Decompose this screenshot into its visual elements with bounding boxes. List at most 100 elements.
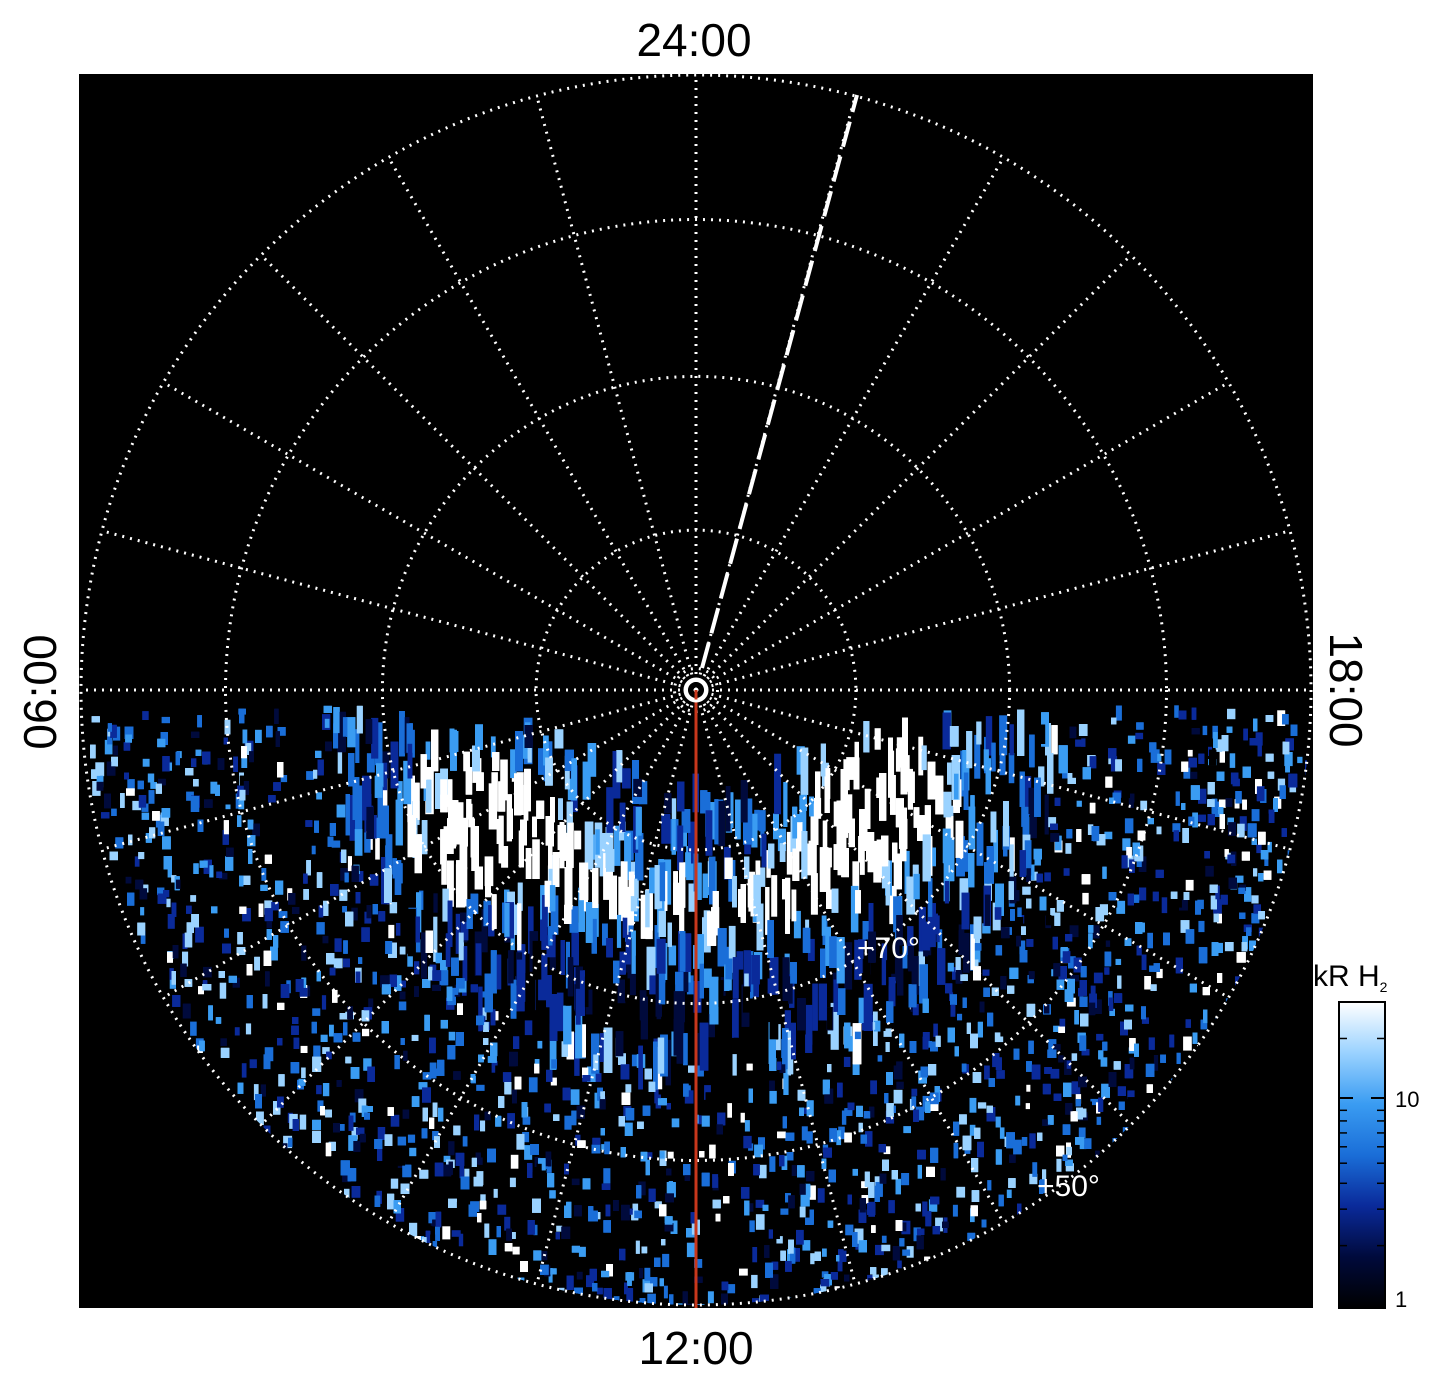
emission-pixel bbox=[1153, 1055, 1159, 1071]
emission-pixel bbox=[694, 1259, 703, 1268]
emission-pixel bbox=[1253, 904, 1261, 914]
emission-pixel bbox=[450, 987, 459, 995]
emission-pixel bbox=[1224, 942, 1234, 952]
emission-pixel bbox=[956, 1186, 966, 1198]
emission-pixel bbox=[1239, 884, 1246, 891]
emission-pixel bbox=[332, 989, 338, 1003]
emission-pixel bbox=[1229, 753, 1236, 768]
emission-pixel bbox=[999, 1127, 1005, 1139]
emission-pixel bbox=[253, 1084, 259, 1101]
emission-pixel bbox=[1078, 1127, 1086, 1138]
emission-pixel bbox=[478, 986, 483, 1032]
emission-pixel bbox=[260, 1084, 266, 1097]
emission-pixel bbox=[985, 758, 991, 795]
emission-pixel bbox=[932, 1226, 941, 1235]
emission-pixel bbox=[717, 800, 726, 846]
emission-pixel bbox=[300, 1045, 308, 1053]
emission-pixel bbox=[957, 1013, 963, 1021]
emission-pixel bbox=[1152, 891, 1159, 902]
emission-pixel bbox=[321, 995, 327, 1010]
emission-pixel bbox=[752, 1247, 758, 1263]
emission-pixel bbox=[283, 1135, 293, 1149]
emission-pixel bbox=[1025, 1103, 1030, 1110]
emission-pixel bbox=[906, 876, 916, 915]
emission-pixel bbox=[223, 796, 231, 805]
emission-pixel bbox=[211, 906, 218, 914]
emission-pixel bbox=[769, 1090, 777, 1104]
emission-pixel bbox=[1202, 725, 1208, 736]
emission-pixel bbox=[312, 1008, 321, 1016]
emission-pixel bbox=[881, 943, 888, 986]
emission-pixel bbox=[375, 827, 380, 860]
emission-pixel bbox=[963, 932, 970, 973]
emission-pixel bbox=[402, 1109, 410, 1119]
emission-pixel bbox=[407, 953, 413, 967]
emission-pixel bbox=[264, 900, 273, 915]
emission-pixel bbox=[1008, 753, 1015, 784]
emission-pixel bbox=[407, 908, 416, 957]
emission-pixel bbox=[316, 922, 325, 935]
emission-pixel bbox=[982, 923, 991, 934]
emission-pixel bbox=[1071, 1053, 1078, 1061]
emission-pixel bbox=[241, 1063, 247, 1078]
emission-pixel bbox=[881, 1235, 887, 1243]
emission-pixel bbox=[280, 775, 288, 783]
emission-pixel bbox=[587, 743, 597, 777]
emission-pixel bbox=[448, 1141, 455, 1156]
emission-pixel bbox=[277, 727, 286, 736]
emission-pixel bbox=[1100, 1057, 1108, 1067]
emission-pixel bbox=[1235, 875, 1244, 883]
emission-pixel bbox=[1087, 824, 1094, 835]
emission-pixel bbox=[142, 758, 150, 767]
emission-pixel bbox=[1147, 932, 1153, 949]
emission-pixel bbox=[614, 825, 621, 866]
emission-pixel bbox=[769, 1156, 776, 1172]
emission-pixel bbox=[409, 1222, 418, 1238]
emission-pixel bbox=[810, 1253, 815, 1265]
emission-pixel bbox=[589, 999, 594, 1030]
emission-pixel bbox=[481, 909, 488, 953]
emission-pixel bbox=[150, 782, 157, 789]
emission-pixel bbox=[1015, 1095, 1021, 1106]
emission-pixel bbox=[264, 1047, 274, 1062]
emission-pixel bbox=[799, 1206, 806, 1218]
emission-pixel bbox=[1000, 1029, 1005, 1037]
emission-pixel bbox=[1127, 735, 1136, 744]
emission-pixel bbox=[342, 1172, 351, 1183]
emission-pixel bbox=[354, 866, 364, 882]
emission-pixel bbox=[977, 1102, 987, 1109]
emission-pixel bbox=[167, 914, 175, 929]
emission-pixel bbox=[838, 1126, 845, 1140]
emission-pixel bbox=[987, 1180, 992, 1191]
emission-pixel bbox=[1096, 1033, 1104, 1041]
emission-pixel bbox=[1094, 999, 1102, 1014]
emission-pixel bbox=[881, 860, 890, 889]
emission-pixel bbox=[550, 895, 559, 935]
emission-pixel bbox=[815, 771, 821, 799]
emission-pixel bbox=[728, 925, 736, 973]
emission-pixel bbox=[768, 1229, 775, 1239]
emission-pixel bbox=[601, 1144, 606, 1151]
emission-pixel bbox=[806, 1131, 813, 1144]
emission-pixel bbox=[899, 838, 907, 862]
emission-pixel bbox=[1118, 1101, 1125, 1110]
emission-pixel bbox=[322, 1083, 330, 1097]
emission-pixel bbox=[549, 1190, 556, 1199]
emission-pixel bbox=[663, 1285, 668, 1299]
emission-pixel bbox=[475, 1152, 481, 1165]
emission-pixel bbox=[1109, 1008, 1115, 1016]
emission-pixel bbox=[1093, 972, 1103, 984]
emission-pixel bbox=[1127, 1090, 1135, 1100]
emission-pixel bbox=[885, 1110, 895, 1124]
emission-pixel bbox=[952, 1204, 958, 1217]
emission-pixel bbox=[1079, 996, 1088, 1007]
emission-pixel bbox=[918, 736, 924, 776]
emission-pixel bbox=[216, 871, 223, 878]
emission-pixel bbox=[807, 938, 815, 961]
emission-pixel bbox=[1227, 708, 1236, 720]
emission-pixel bbox=[431, 977, 439, 988]
emission-pixel bbox=[1213, 913, 1219, 923]
emission-pixel bbox=[331, 840, 341, 848]
emission-pixel bbox=[702, 917, 711, 953]
emission-pixel bbox=[639, 1268, 644, 1279]
